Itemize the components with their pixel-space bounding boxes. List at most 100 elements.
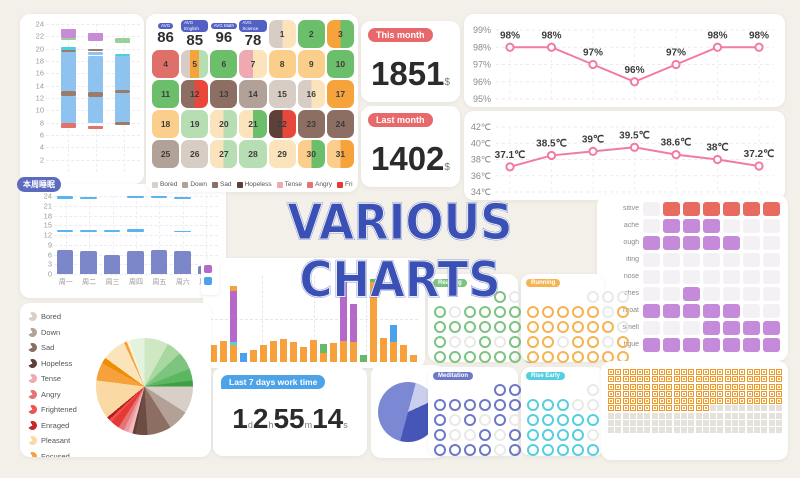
habit-ring[interactable] (464, 429, 476, 441)
legend-item[interactable]: Angry (26, 387, 100, 401)
legend-item[interactable]: Enraged (26, 418, 100, 432)
habit-ring[interactable] (449, 399, 461, 411)
calendar-day[interactable]: 21 (239, 110, 267, 138)
habit-ring[interactable] (557, 306, 569, 318)
habit-ring[interactable] (542, 336, 554, 348)
calendar-day[interactable]: 9 (297, 50, 325, 78)
legend-item[interactable]: Bored (152, 181, 177, 188)
calendar-day[interactable]: 4 (152, 50, 180, 78)
calendar-day[interactable]: 19 (181, 110, 209, 138)
habit-ring[interactable] (587, 291, 599, 303)
habit-ring[interactable] (527, 306, 539, 318)
calendar-day[interactable]: 25 (152, 140, 180, 168)
calendar-day[interactable]: 23 (297, 110, 325, 138)
habit-ring[interactable] (527, 351, 539, 363)
habit-ring[interactable] (509, 321, 521, 333)
habit-ring[interactable] (557, 414, 569, 426)
habit-ring[interactable] (542, 414, 554, 426)
habit-ring[interactable] (449, 306, 461, 318)
habit-ring[interactable] (557, 444, 569, 456)
calendar-day[interactable]: 30 (297, 140, 325, 168)
habit-ring[interactable] (449, 429, 461, 441)
calendar-day[interactable]: 12 (181, 80, 209, 108)
habit-ring[interactable] (494, 414, 506, 426)
habit-ring[interactable] (557, 429, 569, 441)
calendar-day[interactable]: 1 (268, 20, 296, 48)
habit-ring[interactable] (479, 414, 491, 426)
legend-item[interactable]: Frightened (26, 403, 100, 416)
calendar-day[interactable]: 5 (181, 50, 209, 78)
habit-ring[interactable] (464, 336, 476, 348)
calendar-day[interactable]: 31 (326, 140, 354, 168)
habit-ring[interactable] (572, 444, 584, 456)
habit-ring[interactable] (479, 399, 491, 411)
habit-ring[interactable] (479, 336, 491, 348)
habit-ring[interactable] (572, 306, 584, 318)
habit-ring[interactable] (494, 444, 506, 456)
habit-ring[interactable] (587, 306, 599, 318)
calendar-day[interactable]: 8 (268, 50, 296, 78)
habit-ring[interactable] (509, 336, 521, 348)
habit-ring[interactable] (572, 351, 584, 363)
habit-ring[interactable] (542, 429, 554, 441)
legend-item[interactable]: Sad (26, 341, 100, 354)
habit-ring[interactable] (587, 414, 599, 426)
habit-ring[interactable] (572, 321, 584, 333)
habit-ring[interactable] (557, 351, 569, 363)
calendar-day[interactable]: 18 (152, 110, 180, 138)
calendar-day[interactable]: 24 (326, 110, 354, 138)
habit-ring[interactable] (464, 414, 476, 426)
calendar-day[interactable]: 15 (268, 80, 296, 108)
habit-ring[interactable] (617, 321, 629, 333)
habit-ring[interactable] (509, 306, 521, 318)
habit-ring[interactable] (434, 429, 446, 441)
habit-ring[interactable] (449, 321, 461, 333)
calendar-day[interactable]: 2 (297, 20, 325, 48)
habit-ring[interactable] (479, 429, 491, 441)
habit-ring[interactable] (434, 306, 446, 318)
habit-ring[interactable] (494, 399, 506, 411)
habit-ring[interactable] (509, 444, 521, 456)
habit-ring[interactable] (434, 321, 446, 333)
habit-ring[interactable] (464, 321, 476, 333)
habit-ring[interactable] (587, 384, 599, 396)
habit-ring[interactable] (464, 351, 476, 363)
calendar-day[interactable]: 26 (181, 140, 209, 168)
calendar-day[interactable]: 13 (210, 80, 238, 108)
habit-ring[interactable] (587, 429, 599, 441)
habit-ring[interactable] (572, 399, 584, 411)
calendar-day[interactable]: 17 (326, 80, 354, 108)
legend-item[interactable]: Angry (307, 181, 332, 188)
habit-ring[interactable] (617, 306, 629, 318)
habit-ring[interactable] (449, 336, 461, 348)
habit-ring[interactable] (527, 336, 539, 348)
habit-ring[interactable] (464, 444, 476, 456)
habit-ring[interactable] (572, 429, 584, 441)
calendar-day[interactable]: 11 (152, 80, 180, 108)
habit-ring[interactable] (464, 399, 476, 411)
calendar-day[interactable]: 16 (297, 80, 325, 108)
habit-ring[interactable] (494, 351, 506, 363)
habit-ring[interactable] (434, 444, 446, 456)
habit-ring[interactable] (527, 414, 539, 426)
calendar-day[interactable]: 27 (210, 140, 238, 168)
habit-ring[interactable] (479, 306, 491, 318)
legend-item[interactable]: Tense (26, 372, 100, 385)
habit-ring[interactable] (434, 351, 446, 363)
legend-item[interactable]: Sad (211, 181, 232, 188)
habit-ring[interactable] (494, 336, 506, 348)
habit-ring[interactable] (464, 306, 476, 318)
habit-ring[interactable] (434, 336, 446, 348)
legend-item[interactable]: Pleasant (26, 434, 100, 447)
habit-ring[interactable] (542, 399, 554, 411)
calendar-day[interactable]: 22 (268, 110, 296, 138)
habit-ring[interactable] (572, 336, 584, 348)
habit-ring[interactable] (572, 414, 584, 426)
calendar-day[interactable]: 6 (210, 50, 238, 78)
habit-ring[interactable] (494, 384, 506, 396)
habit-ring[interactable] (509, 384, 521, 396)
legend-item[interactable]: Down (182, 181, 207, 188)
legend-item[interactable]: Bored (26, 310, 100, 323)
habit-ring[interactable] (587, 399, 599, 411)
habit-ring[interactable] (449, 414, 461, 426)
